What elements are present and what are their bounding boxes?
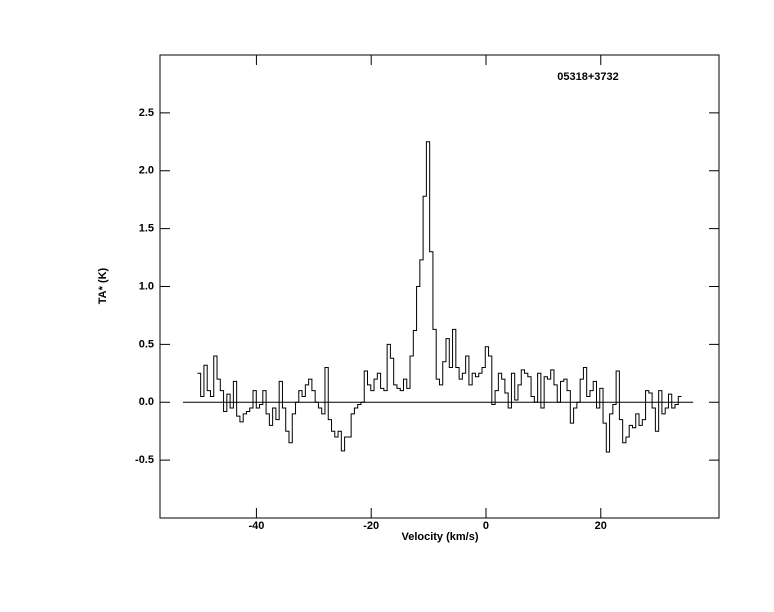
- plot-frame: [159, 54, 720, 519]
- y-tick-label: 2.0: [139, 165, 154, 177]
- y-axis-label: TA* (K): [97, 267, 109, 304]
- y-tick-label: 1.5: [139, 223, 154, 235]
- x-axis-label: Velocity (km/s): [401, 531, 478, 543]
- y-tick-label: 0.0: [139, 396, 154, 408]
- y-tick-label: -0.5: [135, 454, 154, 466]
- y-tick-label: 2.5: [139, 107, 154, 119]
- y-tick-label: 1.0: [139, 280, 154, 292]
- x-tick-label: 0: [483, 520, 489, 532]
- annotation: 05318+3732: [557, 71, 618, 83]
- spectrum-line: [197, 141, 682, 453]
- x-tick-label: -40: [248, 520, 264, 532]
- x-tick-label: -20: [363, 520, 379, 532]
- y-tick-label: 0.5: [139, 338, 154, 350]
- x-tick-label: 20: [595, 520, 607, 532]
